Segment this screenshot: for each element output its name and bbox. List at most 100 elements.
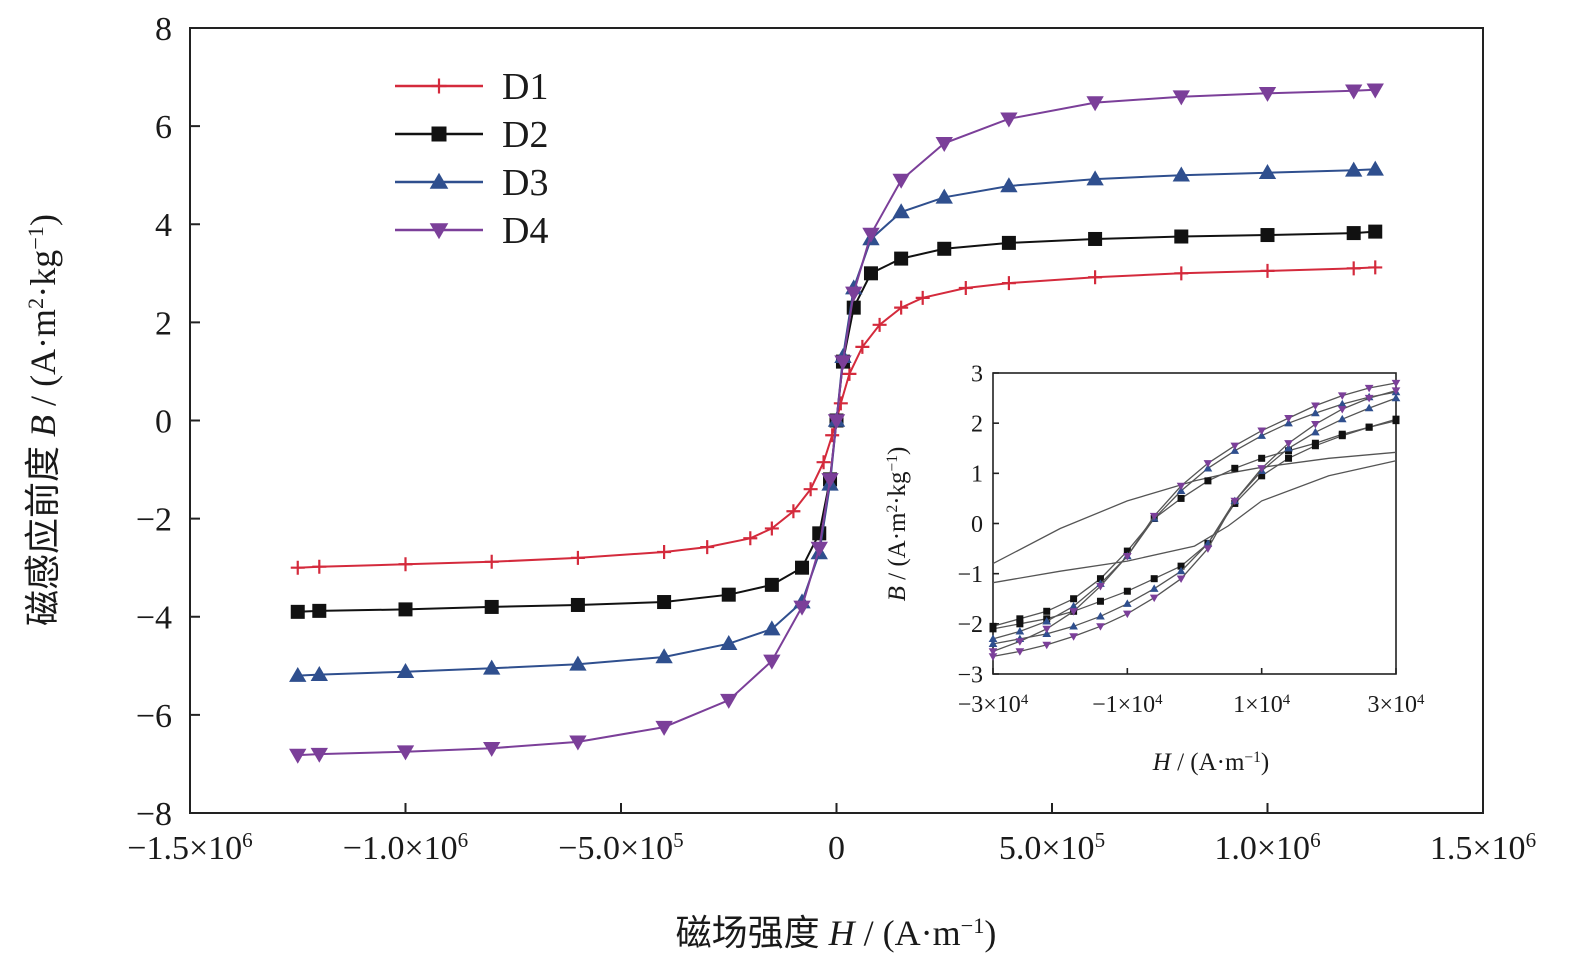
y-tick-label: −8 bbox=[136, 796, 172, 833]
data-point bbox=[842, 366, 857, 381]
inset-data-point bbox=[1096, 623, 1105, 631]
data-point bbox=[1001, 235, 1016, 250]
inset-data-point bbox=[1364, 384, 1374, 393]
inset-data-point bbox=[1043, 607, 1051, 615]
inset-data-point bbox=[1204, 477, 1212, 485]
data-point bbox=[1368, 224, 1383, 239]
inset-series-d3 bbox=[988, 393, 1401, 648]
data-point bbox=[862, 227, 880, 243]
series-d4 bbox=[289, 83, 1384, 764]
inset-data-point bbox=[1203, 545, 1213, 553]
data-point bbox=[289, 666, 307, 682]
data-point bbox=[1258, 86, 1277, 102]
inset-series-line bbox=[992, 397, 1397, 645]
legend-item-d3: D3 bbox=[395, 162, 548, 204]
legend-item-d2: D2 bbox=[395, 114, 548, 156]
inset-plot-area: −3 −2 −1 0 1 2 3 −3×104 −1×104 1×104 3×104 H / (A·m… bbox=[884, 361, 1426, 776]
inset-x-tick-label: 1×104 bbox=[1233, 692, 1291, 718]
data-point bbox=[935, 188, 953, 204]
inset-y-tick-label: −3 bbox=[957, 662, 983, 688]
data-point bbox=[892, 173, 910, 189]
data-point bbox=[863, 266, 878, 281]
inset-data-point bbox=[1392, 415, 1400, 423]
x-tick-label: 5.0×105 bbox=[999, 828, 1105, 867]
inset-data-point bbox=[1042, 616, 1052, 625]
inset-data-point bbox=[1257, 465, 1267, 473]
y-tick-label: 6 bbox=[155, 109, 172, 146]
x-tick-label: 0 bbox=[828, 830, 845, 867]
data-point bbox=[803, 482, 818, 497]
inset-data-point bbox=[1176, 566, 1186, 575]
inset-data-point bbox=[1338, 432, 1346, 440]
inset-data-point bbox=[1096, 575, 1104, 583]
data-point bbox=[915, 290, 930, 305]
data-point bbox=[312, 603, 327, 618]
x-tick-label: 1.5×106 bbox=[1430, 828, 1536, 867]
inset-data-point bbox=[1337, 392, 1347, 400]
data-point bbox=[855, 339, 870, 354]
inset-series-line bbox=[992, 389, 1397, 658]
inset-y-tick-label: 1 bbox=[971, 462, 983, 488]
inset-data-point bbox=[1150, 575, 1158, 583]
x-tick-label: 1.0×106 bbox=[1214, 828, 1320, 867]
inset-data-point bbox=[1042, 641, 1052, 650]
data-point bbox=[483, 659, 501, 675]
data-point bbox=[894, 251, 909, 266]
inset-data-point bbox=[1149, 594, 1159, 603]
data-point bbox=[720, 693, 738, 709]
inset-data-point bbox=[1069, 622, 1078, 630]
inset-series-d4 bbox=[988, 379, 1401, 656]
data-point bbox=[569, 735, 587, 751]
data-point bbox=[570, 550, 585, 565]
data-point bbox=[290, 604, 305, 619]
inset-y-tick-label: 0 bbox=[971, 512, 983, 538]
inset-data-point bbox=[1042, 625, 1052, 634]
data-point bbox=[764, 521, 779, 536]
y-tick-label: −4 bbox=[136, 600, 172, 637]
data-point bbox=[657, 544, 672, 559]
data-point bbox=[821, 473, 839, 489]
inset-data-point bbox=[1284, 440, 1293, 448]
inset-series-d4 bbox=[988, 387, 1401, 661]
y-tick-label: −6 bbox=[136, 698, 172, 735]
data-point bbox=[398, 557, 413, 572]
inset-data-point bbox=[1337, 399, 1347, 408]
x-axis-title: 磁场强度 H / (A·m−1) bbox=[676, 913, 997, 954]
data-point bbox=[720, 635, 738, 651]
data-point bbox=[743, 531, 758, 546]
data-point bbox=[721, 587, 736, 602]
inset-data-point bbox=[1258, 454, 1266, 462]
data-point bbox=[569, 655, 587, 671]
inset-data-point bbox=[1015, 638, 1025, 646]
legend-item-d4: D4 bbox=[395, 210, 548, 252]
inset-data-point bbox=[1016, 615, 1024, 623]
data-point bbox=[700, 540, 715, 555]
data-point bbox=[937, 241, 952, 256]
inset-data-point bbox=[1364, 394, 1374, 403]
inset-series-line bbox=[992, 420, 1397, 627]
inset-data-point bbox=[1337, 405, 1347, 414]
inset-data-point bbox=[1364, 403, 1374, 412]
data-point bbox=[657, 595, 672, 610]
inset-data-point bbox=[1257, 431, 1267, 439]
data-point bbox=[763, 654, 781, 670]
y-tick-label: 8 bbox=[155, 11, 172, 48]
inset-data-point bbox=[1230, 497, 1240, 506]
inset-data-point bbox=[989, 625, 997, 633]
inset-data-point bbox=[1311, 402, 1320, 410]
inset-data-point bbox=[1337, 414, 1347, 423]
inset-data-point bbox=[1096, 583, 1105, 591]
inset-x-tick-label: 3×104 bbox=[1368, 692, 1426, 718]
data-point bbox=[1000, 177, 1018, 193]
inset-data-point bbox=[1230, 446, 1240, 454]
legend-marker bbox=[431, 78, 447, 94]
inset-y-tick-label: 2 bbox=[971, 412, 983, 438]
inset-data-point bbox=[1016, 620, 1024, 628]
inset-data-point bbox=[1177, 562, 1185, 570]
data-point bbox=[764, 577, 779, 592]
inset-data-point bbox=[1123, 547, 1131, 555]
inset-data-point bbox=[1177, 494, 1185, 502]
inset-data-point bbox=[1284, 443, 1293, 452]
y-tick-label: 2 bbox=[155, 305, 172, 342]
